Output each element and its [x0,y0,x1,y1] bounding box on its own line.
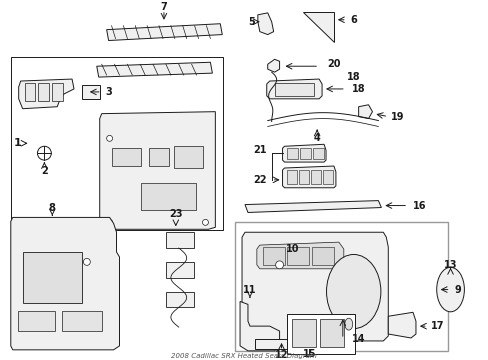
Bar [312,148,324,159]
Polygon shape [266,79,322,99]
Text: 2: 2 [41,166,48,176]
Polygon shape [97,62,212,77]
Bar [11,57,223,230]
Text: 18: 18 [351,84,365,94]
Polygon shape [240,301,279,351]
Bar [254,339,328,349]
Text: 7: 7 [160,2,167,12]
Bar [174,146,203,168]
Bar [287,314,354,354]
Text: 18: 18 [346,72,360,82]
Bar [141,183,195,211]
Bar [274,83,313,96]
Text: 17: 17 [430,321,444,331]
Text: 13: 13 [443,260,456,270]
Bar [165,232,193,248]
Text: 19: 19 [390,112,404,122]
Polygon shape [387,312,415,338]
Bar [24,83,36,101]
Bar [287,148,298,159]
Ellipse shape [344,318,352,330]
Ellipse shape [326,255,380,329]
Text: 16: 16 [412,201,426,211]
Ellipse shape [83,258,90,265]
Text: 5: 5 [248,17,255,27]
Polygon shape [100,112,215,229]
Bar [22,252,82,303]
Polygon shape [257,13,273,35]
Bar [52,83,63,101]
Bar [18,311,55,331]
Text: 10: 10 [285,244,299,254]
Bar [82,85,100,99]
Polygon shape [256,242,343,269]
Bar [310,170,321,184]
Text: 15: 15 [302,349,315,359]
Polygon shape [244,201,381,212]
Text: 20: 20 [326,59,340,69]
Bar [262,247,284,265]
Bar [165,292,193,307]
Polygon shape [267,59,279,72]
Polygon shape [282,166,335,188]
Bar [287,247,308,265]
Text: 14: 14 [351,334,365,344]
Text: 8: 8 [49,203,56,212]
Polygon shape [303,12,333,41]
Bar [299,170,308,184]
Ellipse shape [436,267,464,312]
Bar [292,319,316,347]
Bar [320,319,343,347]
Polygon shape [19,79,74,109]
Ellipse shape [275,261,283,269]
Bar [235,222,447,351]
Bar [149,148,168,166]
Text: 6: 6 [349,15,356,25]
Text: 4: 4 [313,133,320,143]
Polygon shape [106,24,222,41]
Polygon shape [11,217,119,350]
Ellipse shape [106,135,112,141]
Text: 1: 1 [14,138,21,148]
Text: 11: 11 [243,284,256,294]
Polygon shape [282,144,325,162]
Text: 12: 12 [274,350,288,360]
Bar [62,311,102,331]
Text: 21: 21 [253,145,266,155]
Ellipse shape [38,146,51,160]
Bar [165,262,193,278]
Ellipse shape [202,219,208,225]
Bar [287,170,297,184]
Text: 22: 22 [253,175,266,185]
Text: 9: 9 [453,284,460,294]
Text: 3: 3 [105,87,112,97]
Bar [39,83,49,101]
Polygon shape [242,232,387,341]
Polygon shape [358,105,372,118]
Bar [111,148,141,166]
Text: 23: 23 [169,210,182,220]
Bar [323,170,332,184]
Bar [300,148,310,159]
Text: 2008 Cadillac SRX Heated Seats Diagram: 2008 Cadillac SRX Heated Seats Diagram [171,353,316,359]
Ellipse shape [106,219,112,225]
Bar [311,247,333,265]
